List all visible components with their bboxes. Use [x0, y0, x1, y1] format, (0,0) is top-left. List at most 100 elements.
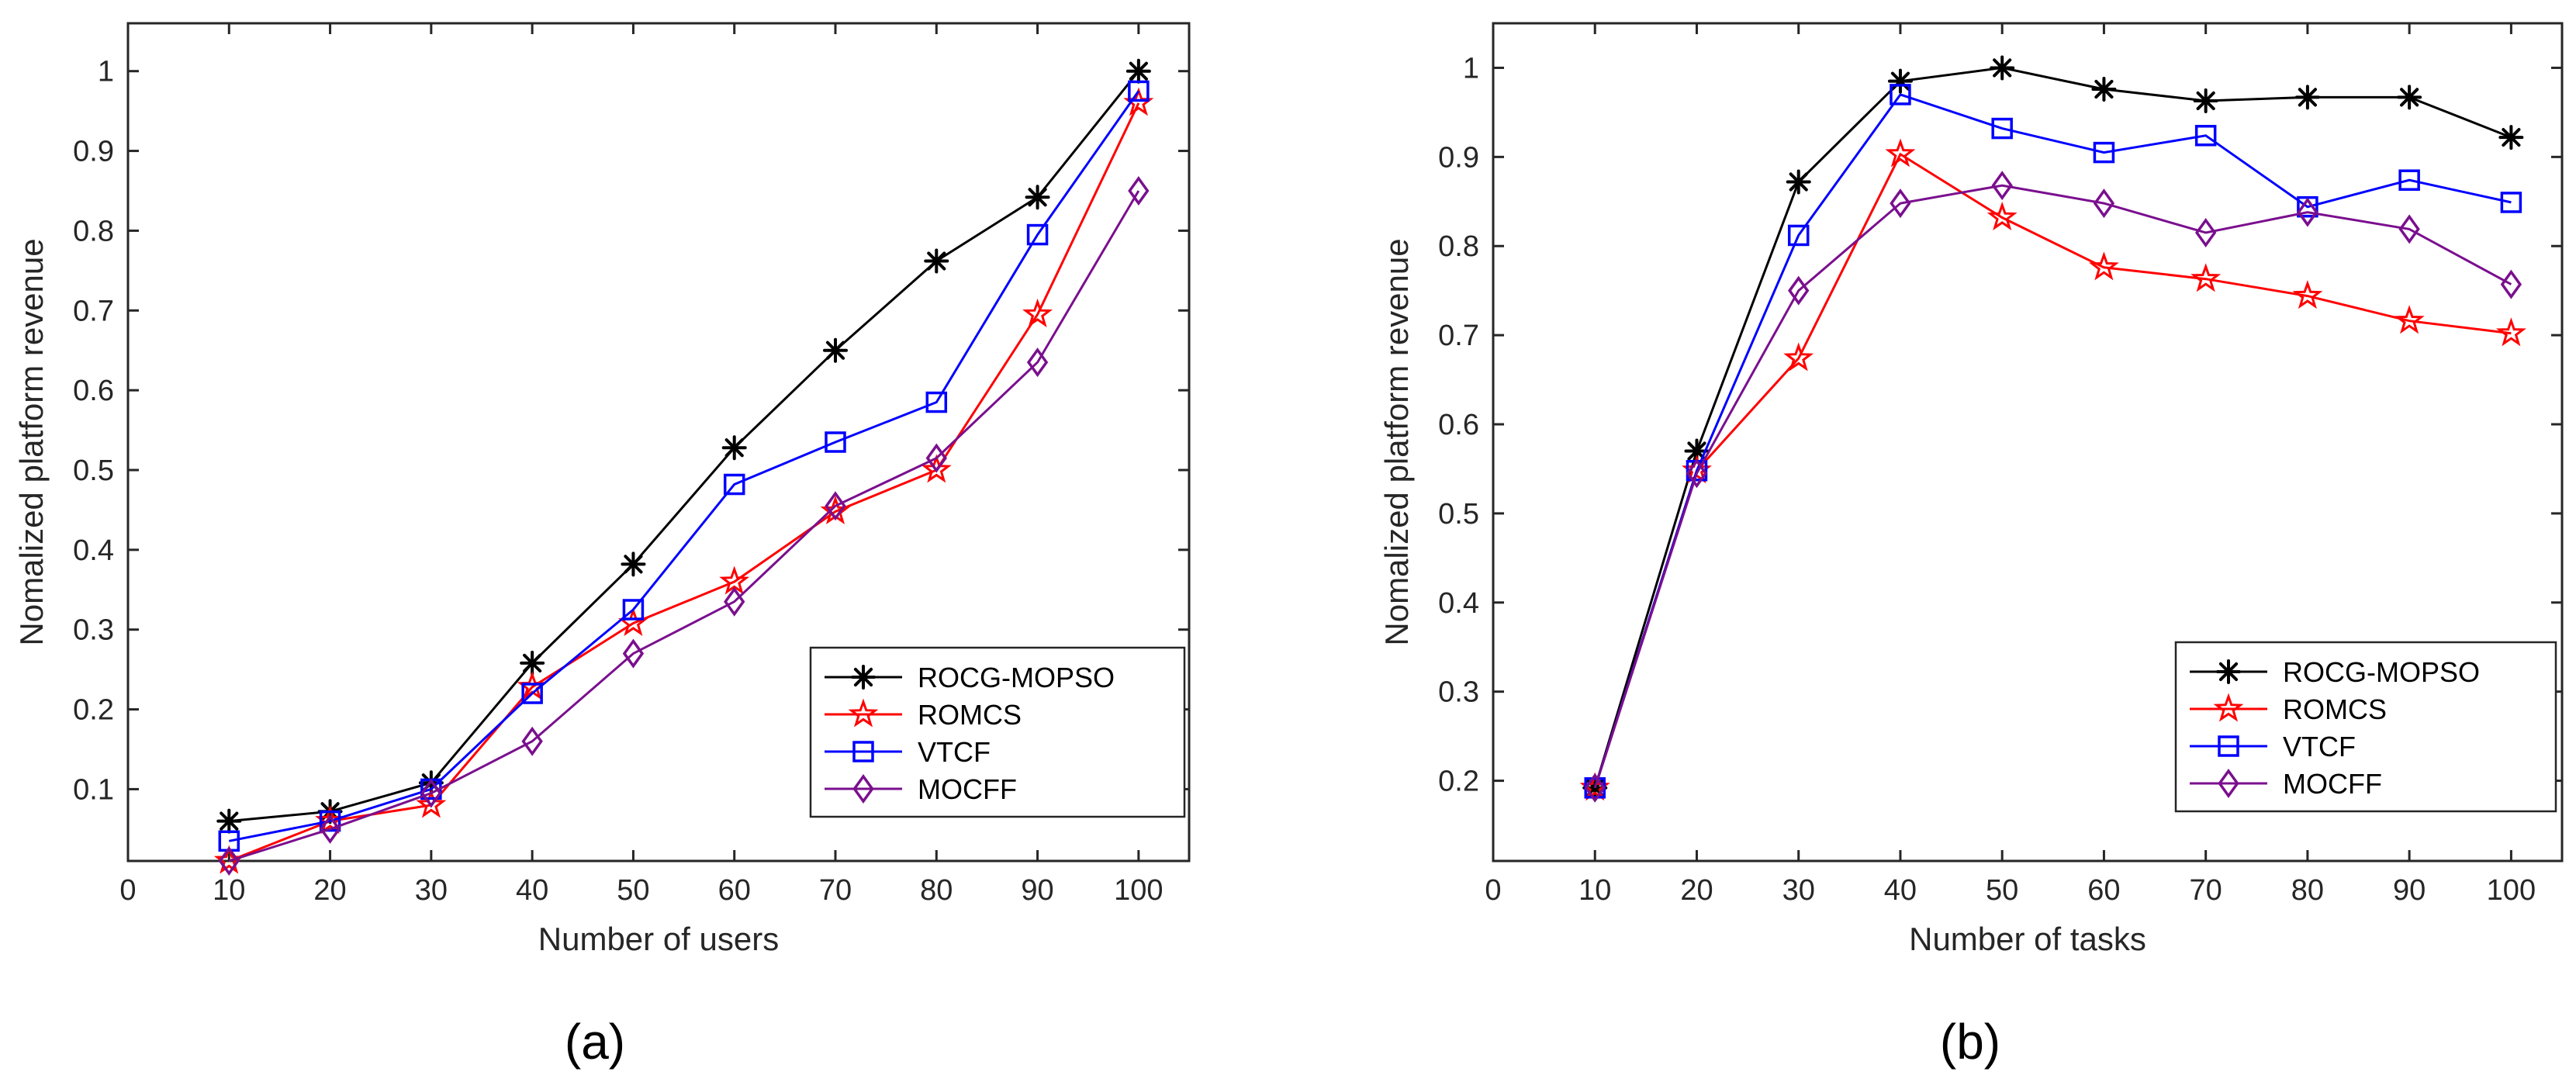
legend-item-mocff: MOCFF	[825, 773, 1017, 805]
x-tick-label: 40	[1884, 874, 1917, 907]
y-tick-label: 0.1	[73, 773, 114, 806]
legend-label: ROCG-MOPSO	[918, 662, 1115, 693]
data-point-rocg-mopso	[2193, 88, 2218, 113]
series-line-vtcf	[229, 90, 1140, 842]
data-point-romcs	[2292, 280, 2323, 309]
data-point-romcs	[2190, 263, 2222, 292]
x-tick-label: 80	[920, 874, 953, 907]
data-point-mocff	[724, 586, 745, 617]
data-point-rocg-mopso	[1125, 58, 1151, 84]
panel-caption: (a)	[565, 1014, 625, 1070]
y-tick-label: 0.6	[1438, 409, 1479, 441]
y-tick-label: 0.2	[73, 694, 114, 727]
data-point-mocff	[1788, 275, 1810, 306]
y-tick-label: 0.9	[73, 136, 114, 168]
data-point-rocg-mopso	[520, 650, 545, 676]
series-mocff	[1584, 171, 2522, 803]
y-tick-label: 0.4	[73, 534, 114, 567]
data-point-mocff	[1991, 171, 2013, 201]
x-tick-label: 0	[1485, 874, 1501, 907]
y-tick-label: 0.6	[73, 375, 114, 407]
data-point-romcs	[1783, 342, 1814, 372]
y-tick-label: 0.7	[73, 295, 114, 327]
data-point-vtcf	[1991, 117, 2013, 140]
data-point-vtcf	[521, 683, 543, 704]
y-tick-label: 0.3	[1438, 676, 1479, 709]
x-tick-label: 60	[718, 874, 751, 907]
x-tick-label: 50	[617, 874, 649, 907]
legend-item-rocg-mopso: ROCG-MOPSO	[2190, 656, 2480, 688]
data-point-romcs	[2394, 305, 2425, 334]
y-tick-label: 0.9	[1438, 141, 1479, 174]
legend-label: ROMCS	[918, 699, 1022, 731]
data-point-rocg-mopso	[2397, 85, 2422, 110]
data-point-vtcf	[925, 391, 948, 413]
x-tick-label: 10	[1578, 874, 1611, 907]
y-axis-label: Nomalized platform revenue	[1378, 238, 1415, 645]
legend-label: MOCFF	[2283, 768, 2382, 800]
data-point-mocff	[2093, 188, 2115, 219]
data-point-mocff	[2194, 218, 2217, 247]
series-line-mocff	[1593, 184, 2512, 789]
data-point-rocg-mopso	[2091, 77, 2117, 102]
series-line-rocg-mopso	[1593, 66, 2512, 789]
data-point-mocff	[1128, 176, 1150, 206]
data-point-romcs	[2495, 317, 2526, 347]
x-tick-label: 70	[819, 874, 852, 907]
data-point-vtcf	[1128, 80, 1150, 102]
y-tick-label: 0.8	[1438, 230, 1479, 263]
data-point-mocff	[1584, 773, 1606, 803]
legend-label: MOCFF	[918, 773, 1017, 805]
legend-item-rocg-mopso: ROCG-MOPSO	[825, 662, 1115, 693]
x-tick-label: 100	[1114, 874, 1163, 907]
series-romcs	[1579, 138, 2526, 801]
data-point-mocff	[521, 726, 543, 756]
data-point-vtcf	[723, 473, 745, 496]
x-tick-label: 50	[1986, 874, 2018, 907]
x-tick-label: 10	[213, 874, 245, 907]
y-tick-label: 0.2	[1438, 766, 1479, 798]
data-point-vtcf	[2500, 192, 2522, 213]
x-tick-label: 30	[415, 874, 448, 907]
y-tick-label: 0.5	[1438, 498, 1479, 531]
x-tick-label: 70	[2190, 874, 2222, 907]
data-point-romcs	[1986, 202, 2018, 230]
y-tick-label: 1	[98, 56, 114, 88]
data-point-rocg-mopso	[1990, 55, 2015, 81]
x-axis-label: Number of users	[538, 921, 779, 957]
legend-item-romcs: ROMCS	[2190, 693, 2387, 725]
x-tick-label: 80	[2291, 874, 2324, 907]
data-point-rocg-mopso	[1786, 169, 1811, 195]
y-tick-label: 0.3	[73, 614, 114, 647]
legend-marker-vtcf	[2218, 735, 2239, 757]
panel-caption: (b)	[1940, 1014, 2000, 1070]
legend-item-vtcf: VTCF	[2190, 731, 2356, 762]
data-point-rocg-mopso	[2294, 85, 2320, 110]
data-point-rocg-mopso	[1025, 185, 1050, 210]
x-tick-label: 0	[119, 874, 136, 907]
data-point-mocff	[825, 491, 846, 521]
legend: ROCG-MOPSO ROMCS VTCF MOCFF	[2174, 641, 2557, 813]
legend-marker-vtcf	[852, 741, 874, 762]
legend-item-vtcf: VTCF	[825, 736, 991, 768]
data-point-rocg-mopso	[2498, 125, 2524, 150]
data-point-mocff	[2500, 269, 2522, 299]
data-point-rocg-mopso	[216, 808, 242, 834]
legend-item-mocff: MOCFF	[2190, 768, 2382, 800]
data-point-romcs	[2088, 251, 2119, 281]
x-tick-label: 90	[2393, 874, 2426, 907]
data-point-vtcf	[2194, 125, 2217, 147]
chart-panel-1: 0 10 20 30 40 50 60 70 80 90 100 0.1 0.2 0.3 0.4 0.5 0.6…	[13, 22, 1191, 1070]
series-line-vtcf	[1593, 93, 2512, 789]
legend-marker-mocff	[852, 774, 874, 804]
x-axis-label: Number of tasks	[1909, 921, 2146, 957]
data-point-mocff	[2398, 214, 2420, 244]
data-point-vtcf	[1890, 84, 1911, 105]
y-tick-label: 0.7	[1438, 320, 1479, 352]
data-point-vtcf	[2398, 169, 2420, 191]
series-vtcf	[1584, 84, 2522, 799]
legend-label: VTCF	[918, 736, 991, 768]
legend: ROCG-MOPSO ROMCS VTCF MOCFF	[809, 646, 1186, 818]
x-tick-label: 90	[1021, 874, 1053, 907]
